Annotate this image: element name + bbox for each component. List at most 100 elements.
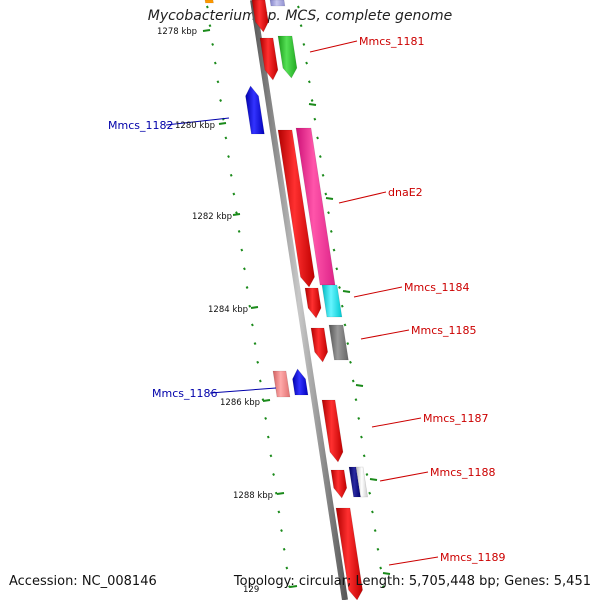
tick-minor — [340, 304, 344, 308]
tick-minor — [229, 173, 233, 177]
tick-minor — [269, 454, 273, 458]
gene-label-mmcs-1187[interactable]: Mmcs_1187 — [423, 412, 488, 425]
tick-major — [342, 290, 351, 293]
gene-feature-mmcs-1182 — [245, 85, 265, 135]
tick-minor — [288, 585, 291, 589]
ruler-label-text: 1278 kbp 1280 kbp 1282 kbp 1284 kbp 1286… — [157, 27, 273, 595]
tick-minor — [354, 398, 358, 402]
tick-major — [218, 122, 227, 125]
tick-minor — [351, 379, 355, 383]
gene-label-mmcs-1186[interactable]: Mmcs_1186 — [152, 387, 217, 400]
leader-line — [360, 329, 410, 340]
tick-minor — [349, 360, 352, 364]
ruler-label-1286: 1286 kbp — [220, 398, 260, 408]
tick-minor — [332, 248, 336, 252]
tick-minor — [219, 99, 222, 102]
tick-minor — [335, 267, 339, 271]
gene-feature-white-1188 — [355, 466, 368, 498]
tick-minor — [307, 80, 311, 84]
tick-minor — [296, 5, 300, 9]
ruler-label-1278: 1278 kbp — [157, 27, 197, 37]
gene-label-mmcs-1181[interactable]: Mmcs_1181 — [359, 35, 424, 48]
tick-minor — [362, 454, 366, 458]
tick-minor — [277, 510, 281, 514]
gene-feature-top-orange — [204, 0, 214, 4]
tick-minor — [371, 510, 374, 514]
gene-feature-mmcs-1189 — [335, 507, 363, 600]
tick-minor — [205, 5, 209, 9]
gene-feature-top-red — [251, 0, 269, 33]
tick-major — [355, 384, 364, 387]
tick-minor — [272, 473, 275, 476]
gene-feature-red-1181 — [259, 37, 279, 81]
tick-minor — [318, 155, 322, 159]
gene-label-mmcs-1188[interactable]: Mmcs_1188 — [430, 466, 495, 479]
tick-minor — [368, 491, 372, 495]
tick-minor — [324, 192, 328, 196]
tick-minor — [224, 136, 228, 140]
tick-major — [325, 197, 334, 200]
ruler-label-1284: 1284 kbp — [208, 305, 248, 315]
tick-minor — [285, 566, 289, 570]
ruler-label-1288: 1288 kbp — [233, 491, 273, 501]
tick-minor — [232, 192, 236, 196]
tick-minor — [211, 42, 215, 46]
tick-minor — [310, 99, 314, 102]
gene-label-mmcs-1184[interactable]: Mmcs_1184 — [404, 281, 469, 294]
tick-minor — [343, 323, 347, 327]
tick-minor — [357, 416, 361, 420]
tick-minor — [365, 473, 369, 476]
tick-minor — [379, 566, 383, 570]
tick-major — [382, 572, 391, 575]
leader-line — [388, 556, 439, 566]
tick-major — [308, 103, 317, 106]
gene-label-mmcs-1182[interactable]: Mmcs_1182 — [108, 119, 173, 132]
genome-summary-text: Topology: circular; Length: 5,705,448 bp… — [233, 574, 591, 589]
tick-minor — [338, 286, 341, 289]
genome-backbone — [250, 0, 348, 600]
leader-line — [338, 191, 387, 204]
tick-major — [202, 29, 211, 32]
leader-line — [309, 40, 358, 53]
tick-minor — [216, 80, 220, 84]
gene-feature-mmcs-1184 — [321, 284, 343, 318]
ruler-ticks — [202, 5, 391, 589]
tick-minor — [274, 491, 278, 495]
tick-minor — [227, 155, 230, 159]
tick-major — [250, 306, 259, 309]
gene-feature-mmcs-1181 — [277, 35, 298, 79]
gene-feature-top-lavender — [269, 0, 286, 7]
tick-major — [262, 399, 271, 402]
tick-minor — [305, 61, 309, 65]
tick-minor — [360, 435, 363, 439]
tick-minor — [282, 547, 286, 551]
label-leaders — [165, 40, 439, 566]
gene-labels: Mmcs_1181 Mmcs_1182 dnaE2 Mmcs_1184 Mmcs… — [108, 35, 505, 564]
leader-line — [379, 471, 429, 482]
gene-feature-red-1185 — [310, 327, 328, 363]
tick-major — [289, 585, 298, 588]
tick-minor — [235, 211, 238, 215]
tick-minor — [256, 360, 260, 364]
leader-line — [353, 286, 403, 298]
tick-minor — [248, 304, 252, 308]
gene-feature-mmcs-1187 — [321, 399, 344, 463]
tick-major — [276, 492, 285, 495]
leader-line — [165, 117, 230, 126]
tick-minor — [245, 286, 249, 289]
tick-minor — [299, 24, 303, 28]
gene-feature-salmon-1186 — [272, 370, 291, 398]
gene-label-mmcs-1189[interactable]: Mmcs_1189 — [440, 551, 505, 564]
tick-minor — [373, 529, 377, 533]
gene-label-dnae2[interactable]: dnaE2 — [388, 186, 423, 199]
tick-minor — [280, 529, 283, 533]
gene-label-mmcs-1185[interactable]: Mmcs_1185 — [411, 324, 476, 337]
gene-feature-mmcs-1185 — [328, 324, 349, 361]
map-title: Mycobacterium sp. MCS, complete genome — [147, 8, 453, 24]
tick-minor — [237, 229, 241, 233]
tick-minor — [258, 379, 262, 383]
gene-feature-red-large — [277, 129, 315, 288]
tick-minor — [208, 24, 212, 28]
accession-text: Accession: NC_008146 — [9, 574, 157, 589]
